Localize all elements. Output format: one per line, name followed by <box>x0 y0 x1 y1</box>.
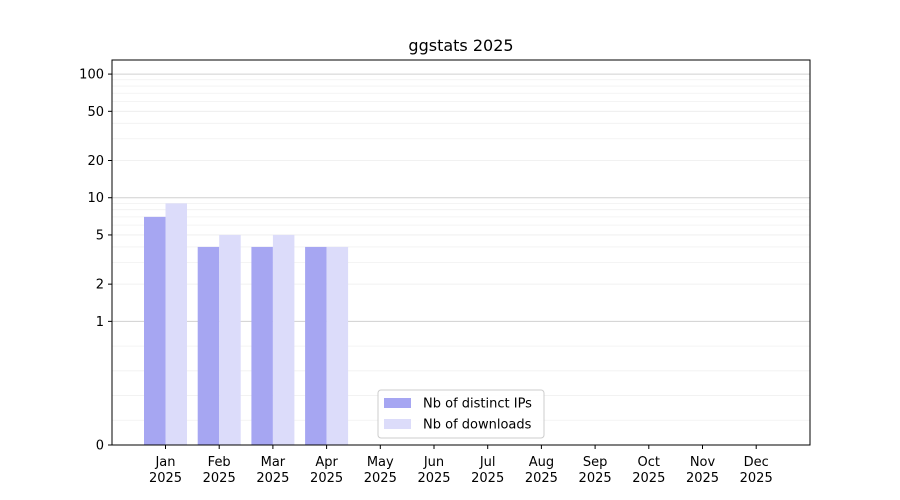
y-tick-label: 100 <box>79 68 104 83</box>
x-tick-label-year: 2025 <box>149 471 182 486</box>
bars-layer <box>144 203 349 445</box>
x-tick-label-year: 2025 <box>203 471 236 486</box>
bar-distinct-ips <box>197 246 220 445</box>
bar-downloads <box>219 234 241 445</box>
y-tick-label: 5 <box>96 228 104 243</box>
x-tick-label-month: May <box>367 455 394 470</box>
y-tick-label: 10 <box>87 191 104 206</box>
x-tick-label-month: Aug <box>529 455 554 470</box>
x-tick-label-month: Sep <box>583 455 608 470</box>
x-tick-label-month: Jul <box>479 455 496 470</box>
x-tick-label-year: 2025 <box>740 471 773 486</box>
bar-downloads <box>272 234 295 445</box>
x-tick-label-year: 2025 <box>417 471 450 486</box>
bar-downloads <box>165 203 187 445</box>
bar-downloads <box>326 246 349 445</box>
x-tick-label-year: 2025 <box>256 471 289 486</box>
legend-swatch <box>384 419 411 429</box>
legend-label: Nb of downloads <box>423 418 532 433</box>
x-tick-label-month: Jan <box>154 455 175 470</box>
x-tick-label-year: 2025 <box>364 471 397 486</box>
legend-swatch <box>384 398 411 408</box>
x-tick-label-month: Mar <box>261 455 286 470</box>
x-tick-label-year: 2025 <box>471 471 504 486</box>
x-tick-label-year: 2025 <box>686 471 719 486</box>
y-tick-label: 1 <box>96 315 104 330</box>
legend: Nb of distinct IPs Nb of downloads <box>377 389 545 439</box>
y-tick-label: 50 <box>87 105 104 120</box>
x-tick-label-year: 2025 <box>632 471 665 486</box>
x-tick-label-year: 2025 <box>579 471 612 486</box>
legend-label: Nb of distinct IPs <box>423 397 532 412</box>
bar-distinct-ips <box>251 246 273 445</box>
y-tick-label: 20 <box>87 154 104 169</box>
x-tick-label-month: Nov <box>690 455 716 470</box>
x-tick-label-month: Jun <box>423 455 444 470</box>
y-tick-label: 2 <box>96 278 104 293</box>
x-tick-label-month: Feb <box>208 455 231 470</box>
x-tick-label-month: Dec <box>744 455 769 470</box>
x-tick-label-month: Oct <box>638 455 660 470</box>
legend-box <box>377 389 545 439</box>
bar-distinct-ips <box>144 216 166 445</box>
bar-distinct-ips <box>305 246 327 445</box>
x-tick-label-month: Apr <box>315 455 338 470</box>
x-tick-label-year: 2025 <box>310 471 343 486</box>
chart-title: ggstats 2025 <box>408 36 513 55</box>
y-tick-label: 0 <box>96 439 104 454</box>
axes-layer: 0125102050100Jan2025Feb2025Mar2025Apr202… <box>79 59 811 486</box>
plot-frame <box>111 59 811 446</box>
x-tick-label-year: 2025 <box>525 471 558 486</box>
